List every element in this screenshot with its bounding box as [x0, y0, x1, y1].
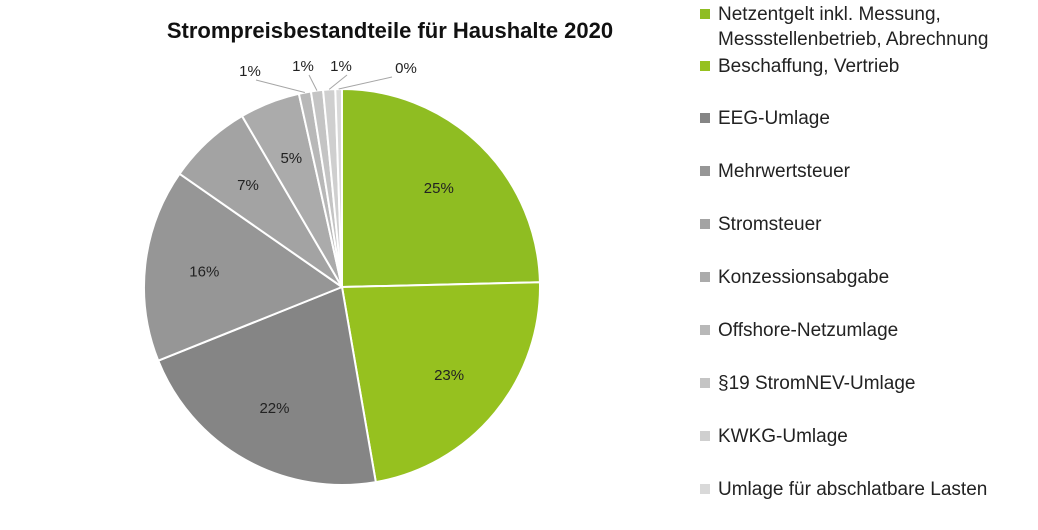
slice-percent-label: 16% — [189, 263, 219, 280]
legend: Netzentgelt inkl. Messung, Messstellenbe… — [700, 0, 1038, 530]
legend-swatch — [700, 219, 710, 229]
legend-swatch — [700, 272, 710, 282]
legend-item: §19 StromNEV-Umlage — [700, 371, 1038, 396]
legend-swatch — [700, 166, 710, 176]
legend-swatch — [700, 61, 710, 71]
pie-slice — [143, 172, 345, 362]
slice-percent-label: 1% — [330, 58, 352, 75]
legend-swatch — [700, 9, 710, 19]
slice-percent-label: 22% — [259, 400, 289, 417]
pie-chart: 25% 23% 22% 16% 7% 5% 1% 1% 1% 0% — [143, 58, 541, 486]
legend-item: KWKG-Umlage — [700, 424, 1038, 449]
pie-slice — [156, 285, 377, 486]
leader-line — [255, 79, 305, 93]
legend-swatch — [700, 431, 710, 441]
slice-percent-label: 5% — [280, 150, 302, 167]
legend-label: Mehrwertsteuer — [718, 161, 850, 182]
legend-label: Offshore-Netzumlage — [718, 320, 899, 341]
legend-item: Offshore-Netzumlage — [700, 318, 1038, 343]
pie-slice — [340, 281, 541, 484]
slice-percent-label: 25% — [424, 180, 454, 197]
chart-title: Strompreisbestandteile für Haushalte 202… — [166, 18, 614, 43]
legend-label: Konzessionsabgabe — [718, 267, 890, 288]
slice-percent-label: 23% — [434, 367, 464, 384]
slice-percent-label: 0% — [395, 60, 417, 77]
leader-line — [338, 76, 393, 90]
legend-swatch — [700, 378, 710, 388]
slice-percent-label: 1% — [239, 63, 261, 80]
legend-item: Mehrwertsteuer — [700, 159, 1038, 184]
slice-percent-label: 1% — [292, 58, 314, 75]
leader-line — [308, 74, 318, 91]
legend-item: Stromsteuer — [700, 212, 1038, 237]
leader-line — [328, 74, 348, 90]
legend-item: Beschaffung, Vertrieb — [700, 54, 1038, 79]
pie-slice — [341, 87, 541, 289]
legend-label: Netzentgelt inkl. Messung, Messstellenbe… — [718, 4, 989, 50]
legend-swatch — [700, 113, 710, 123]
legend-label: §19 StromNEV-Umlage — [718, 373, 916, 394]
legend-label: Stromsteuer — [718, 214, 822, 235]
legend-item: Konzessionsabgabe — [700, 265, 1038, 290]
legend-label: Beschaffung, Vertrieb — [718, 56, 900, 77]
legend-swatch — [700, 325, 710, 335]
legend-label: KWKG-Umlage — [718, 426, 848, 447]
legend-swatch — [700, 484, 710, 494]
legend-label: Umlage für abschlatbare Lasten — [718, 479, 988, 500]
legend-label: EEG-Umlage — [718, 108, 830, 129]
slice-percent-label: 7% — [237, 177, 259, 194]
pie-slice — [334, 87, 343, 288]
legend-item: EEG-Umlage — [700, 106, 1038, 131]
legend-item: Umlage für abschlatbare Lasten — [700, 477, 1038, 502]
legend-item: Netzentgelt inkl. Messung, Messstellenbe… — [700, 2, 1038, 52]
